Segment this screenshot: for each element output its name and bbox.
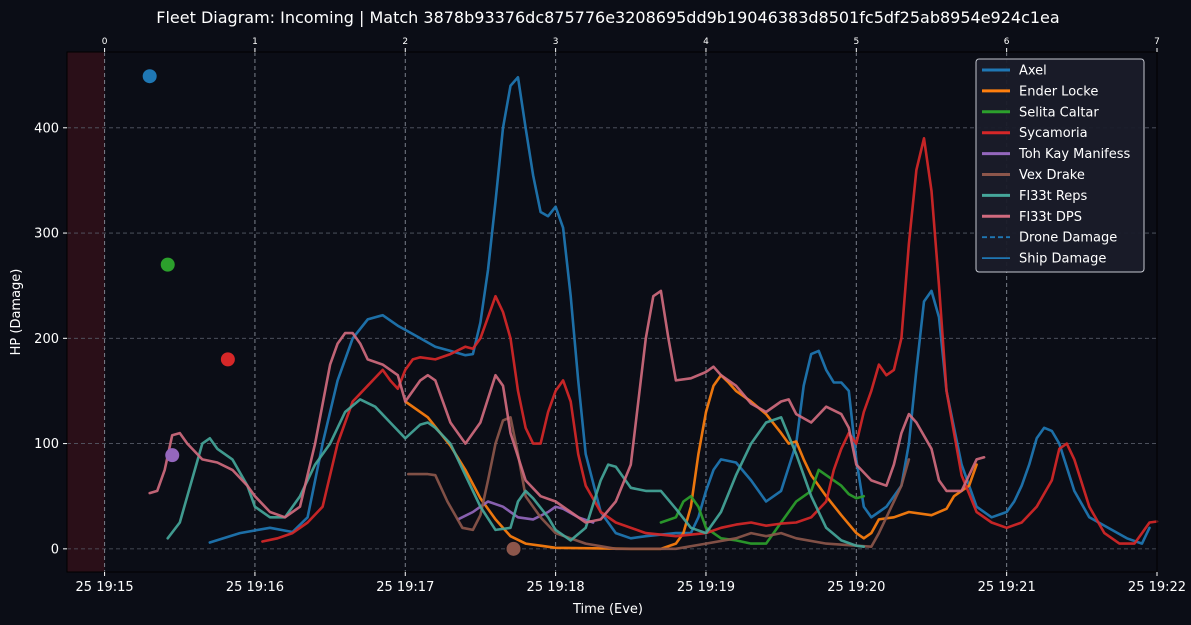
series-line [166,398,866,548]
x-tick-label: 25 19:20 [827,580,885,595]
y-tick-label: 300 [34,227,59,242]
series-marker [142,69,157,84]
legend-label: Vex Drake [1019,168,1085,183]
legend-label: Axel [1019,64,1047,79]
y-tick-label: 200 [34,332,59,347]
chart-title: Fleet Diagram: Incoming | Match 3878b933… [156,8,1059,27]
legend-label: Fl33t Reps [1019,189,1088,204]
y-axis-label: HP (Damage) [9,269,24,356]
series-marker [165,448,180,463]
y-tick-label: 0 [51,542,59,557]
x-tick-label: 25 19:19 [677,580,735,595]
series-line [456,500,595,524]
series-marker [220,352,235,367]
x-tick-label: 25 19:16 [226,580,284,595]
legend-label: Ender Locke [1019,84,1098,99]
series-line [208,76,1151,545]
plot-frame [66,51,1158,573]
shaded-region [67,52,105,572]
series-marker [160,257,175,272]
x-tick-label: 25 19:18 [527,580,585,595]
series-line [148,289,986,524]
legend-label: Drone Damage [1019,231,1117,246]
x-tick-label: 25 19:21 [978,580,1036,595]
series-line [659,468,866,545]
legend-label: Fl33t DPS [1019,210,1082,225]
y-tick-label: 100 [34,437,59,452]
legend: Axel Ender Locke Selita Caltar Sycamoria Toh… [975,58,1145,273]
legend-label: Toh Kay Manifess [1018,147,1131,162]
series-marker [506,541,521,556]
legend-label: Selita Caltar [1019,105,1099,120]
legend-label: Ship Damage [1019,252,1106,267]
y-tick-label: 400 [34,121,59,136]
legend-label: Sycamoria [1019,126,1088,141]
top-tick-label: 4 [703,37,709,47]
top-tick-label: 6 [1004,37,1010,47]
top-tick-label: 7 [1154,37,1160,47]
top-tick-label: 5 [853,37,859,47]
top-tick-label: 0 [102,37,108,47]
x-tick-label: 25 19:22 [1128,580,1186,595]
top-tick-label: 2 [402,37,408,47]
x-axis-label: Time (Eve) [572,602,643,617]
series-line [261,137,1159,545]
x-tick-label: 25 19:15 [76,580,134,595]
legend-box [975,58,1145,273]
top-tick-label: 1 [252,37,258,47]
x-tick-label: 25 19:17 [376,580,434,595]
top-tick-label: 3 [553,37,559,47]
series-line [404,373,978,551]
